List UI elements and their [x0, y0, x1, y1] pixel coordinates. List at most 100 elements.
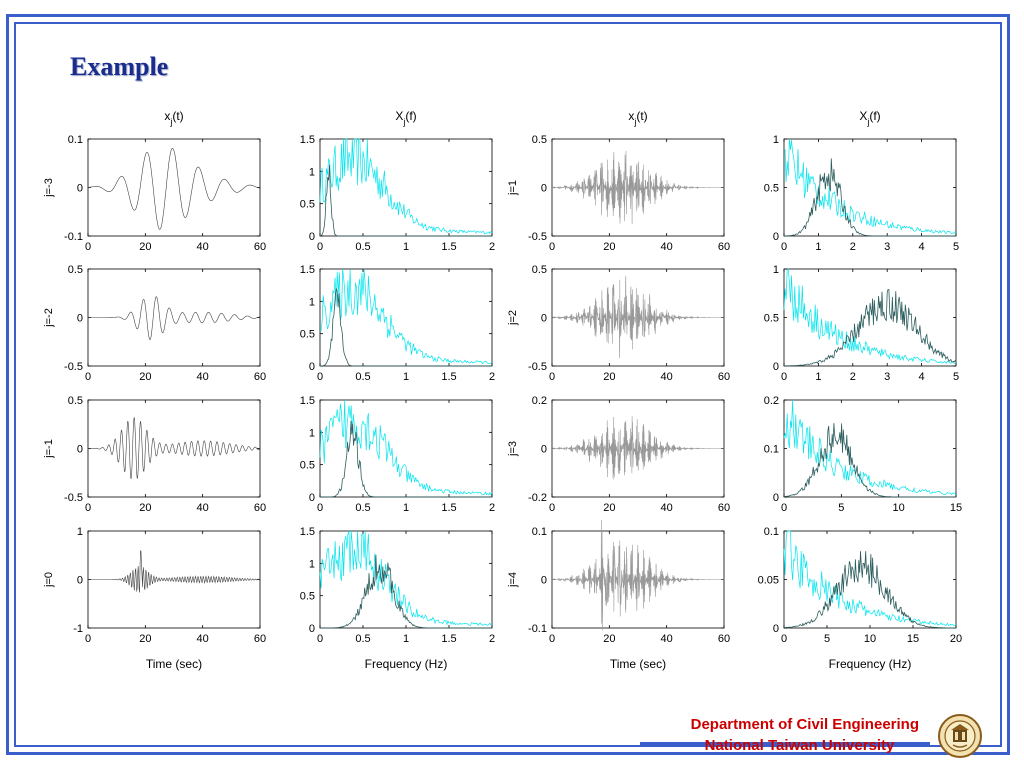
y-tick-label: 0 — [77, 313, 83, 325]
column-title: xj(t) — [164, 109, 183, 127]
subplot-r2-c0: 0 20 40 60-0.500.5j=-1 — [43, 395, 266, 514]
row-label: j=4 — [507, 572, 519, 588]
y-tick-label: 0.5 — [300, 199, 315, 211]
footer: Department of Civil Engineering National… — [691, 716, 919, 754]
original-spectrum-line — [319, 530, 493, 626]
x-tick-label: 1.5 — [441, 502, 456, 514]
y-tick-label: -0.2 — [528, 492, 547, 504]
y-tick-label: 0 — [309, 231, 315, 243]
x-axis-label: Time (sec) — [610, 657, 666, 671]
subplot-r2-c3: 0 5 10 15 0 0.1 0.2 — [764, 395, 962, 514]
y-tick-label: 0 — [77, 444, 83, 456]
x-tick-label: 0 — [85, 241, 91, 253]
y-tick-label: 1 — [309, 427, 315, 439]
x-tick-label: 0 — [317, 633, 323, 645]
x-tick-label: 20 — [950, 633, 962, 645]
original-spectrum-line — [783, 268, 957, 365]
subplot-r0-c2: 0 20 40 60-0.500.5j=1 — [507, 134, 730, 253]
component-spectrum-line — [320, 554, 492, 629]
x-tick-label: 1.5 — [441, 633, 456, 645]
slide-title: Example — [70, 52, 169, 81]
y-tick-label: 1.5 — [300, 134, 315, 146]
plot-frame — [319, 399, 493, 498]
column-title: Xj(f) — [859, 109, 880, 127]
x-tick-label: 40 — [661, 371, 673, 383]
x-tick-label: 0 — [549, 371, 555, 383]
y-tick-label: 0.2 — [532, 395, 547, 407]
x-tick-label: 20 — [603, 502, 615, 514]
y-tick-label: 0 — [309, 492, 315, 504]
x-tick-label: 40 — [197, 241, 209, 253]
y-tick-label: -1 — [73, 623, 83, 635]
x-tick-label: 15 — [950, 502, 962, 514]
y-tick-label: 0.1 — [764, 526, 779, 538]
x-tick-label: 1 — [403, 633, 409, 645]
x-tick-label: 2 — [850, 241, 856, 253]
y-tick-label: 0 — [309, 623, 315, 635]
x-tick-label: 1.5 — [441, 241, 456, 253]
subplot-r1-c1: 0 0.5 1 1.5 2 0 0.5 1 1.5 — [300, 264, 495, 383]
y-tick-label: 0.5 — [68, 264, 83, 276]
x-tick-label: 20 — [139, 633, 151, 645]
x-tick-label: 60 — [254, 371, 266, 383]
original-spectrum-line — [783, 138, 957, 235]
subplot-r1-c2: 0 20 40 60-0.500.5j=2 — [507, 264, 730, 383]
x-tick-label: 40 — [197, 633, 209, 645]
x-tick-label: 2 — [489, 241, 495, 253]
x-tick-label: 1 — [403, 502, 409, 514]
x-tick-label: 5 — [953, 371, 959, 383]
subplot-r3-c2: 0 20 40 60-0.100.1j=4 — [507, 519, 730, 645]
x-axis-label: Time (sec) — [146, 657, 202, 671]
time-signal-line — [88, 550, 261, 593]
x-tick-label: 4 — [919, 371, 925, 383]
x-tick-label: 4 — [919, 241, 925, 253]
x-tick-label: 60 — [718, 502, 730, 514]
original-spectrum-line — [783, 530, 957, 627]
x-tick-label: 40 — [197, 371, 209, 383]
x-tick-label: 40 — [661, 633, 673, 645]
component-spectrum-line — [783, 423, 956, 498]
x-axis-label: Frequency (Hz) — [829, 657, 912, 671]
row-label: j=-2 — [43, 308, 55, 328]
slide-frame-outer — [6, 14, 1010, 755]
y-tick-label: 0 — [541, 444, 547, 456]
x-tick-label: 5 — [838, 502, 844, 514]
x-tick-label: 0.5 — [355, 502, 370, 514]
time-signal-line — [88, 296, 261, 340]
x-tick-label: 1 — [403, 241, 409, 253]
y-tick-label: 0.1 — [532, 526, 547, 538]
footer-line — [640, 742, 930, 746]
y-tick-label: 0.5 — [532, 134, 547, 146]
row-label: j=1 — [507, 180, 519, 196]
x-tick-label: 2 — [489, 633, 495, 645]
x-tick-label: 0 — [549, 633, 555, 645]
subplot-r2-c1: 0 0.5 1 1.5 2 0 0.5 1 1.5 — [300, 395, 495, 514]
subplot-r0-c1: 0 0.5 1 1.5 2 0 0.5 1 1.5 — [300, 134, 495, 253]
x-tick-label: 0 — [85, 502, 91, 514]
x-tick-label: 0 — [781, 371, 787, 383]
y-tick-label: 0 — [773, 231, 779, 243]
plot-frame — [319, 268, 493, 367]
y-tick-label: 1.5 — [300, 395, 315, 407]
x-tick-label: 0 — [781, 502, 787, 514]
department-name: Department of Civil Engineering — [690, 716, 919, 733]
subplot-r2-c2: 0 20 40 60-0.200.2j=3 — [507, 395, 730, 514]
component-spectrum-line — [784, 288, 957, 367]
y-tick-label: 0.1 — [68, 134, 83, 146]
x-tick-label: 15 — [907, 633, 919, 645]
x-tick-label: 0 — [85, 371, 91, 383]
original-spectrum-line — [319, 268, 493, 365]
x-tick-label: 1 — [815, 371, 821, 383]
x-tick-label: 3 — [884, 371, 890, 383]
x-tick-label: 1 — [815, 241, 821, 253]
component-spectrum-line — [319, 164, 492, 237]
row-label: j=-1 — [43, 439, 55, 459]
x-tick-label: 20 — [139, 502, 151, 514]
x-tick-label: 2 — [850, 371, 856, 383]
subplot-r1-c3: 0 1 2 3 4 5 0 0.5 1 — [764, 264, 959, 383]
x-axis-label: Frequency (Hz) — [365, 657, 448, 671]
component-spectrum-line — [784, 158, 956, 237]
plot-frame — [783, 268, 957, 367]
